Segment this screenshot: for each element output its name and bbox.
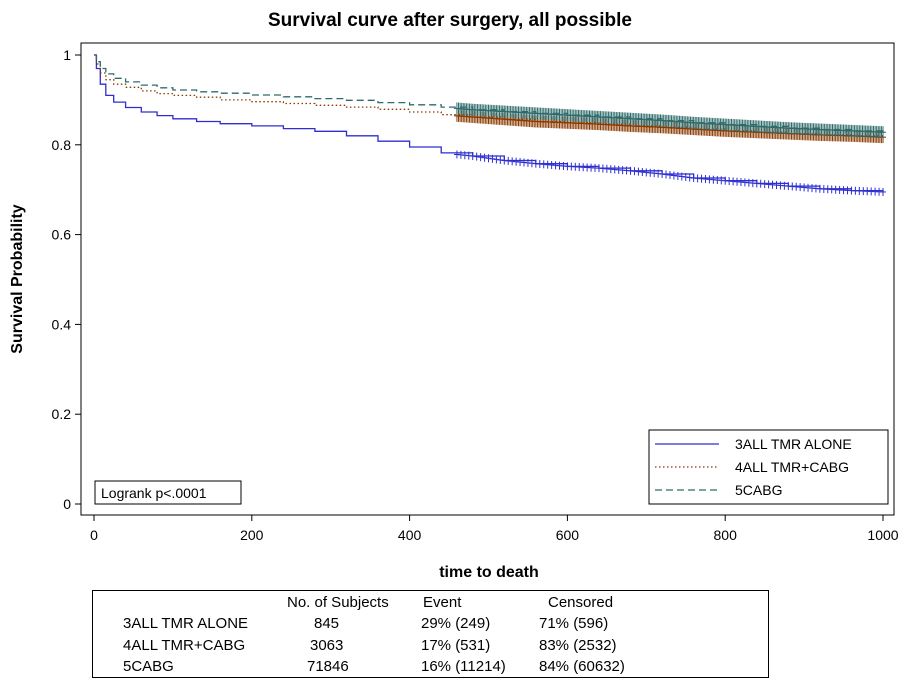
plot-frame	[80, 42, 895, 516]
summary-row-censored: 84% (60632)	[539, 658, 625, 675]
y-tick-label: 0.6	[52, 227, 72, 243]
x-tick-label: 0	[90, 527, 98, 543]
y-tick-label: 0	[63, 496, 71, 512]
summary-row-censored: 83% (2532)	[539, 637, 617, 654]
logrank-text: Logrank p<.0001	[101, 485, 207, 501]
x-axis-label: time to death	[439, 564, 539, 581]
summary-header-event: Event	[423, 594, 462, 611]
summary-row-event: 29% (249)	[421, 615, 491, 632]
x-tick-label: 400	[398, 527, 422, 543]
y-tick-label: 0.4	[52, 316, 72, 332]
summary-header-subjects: No. of Subjects	[287, 594, 389, 611]
summary-row-subjects: 845	[314, 615, 340, 632]
censor-marks	[453, 150, 886, 196]
logrank-annotation: Logrank p<.0001	[94, 480, 242, 505]
logrank-box	[94, 480, 242, 505]
legend-label: 3ALL TMR ALONE	[735, 436, 852, 452]
legend-label: 4ALL TMR+CABG	[735, 459, 849, 475]
legend-label: 5CABG	[735, 482, 782, 498]
y-tick-label: 0.8	[52, 137, 72, 153]
x-tick-label: 200	[240, 527, 264, 543]
series-line	[94, 54, 884, 138]
summary-row-censored: 71% (596)	[539, 615, 609, 632]
summary-row-subjects: 3063	[310, 637, 344, 654]
y-tick-label: 0.2	[52, 406, 72, 422]
summary-row-label: 3ALL TMR ALONE	[123, 615, 249, 632]
summary-table: No. of Subjects Event Censored 3ALL TMR …	[92, 590, 769, 678]
censor-marks	[453, 102, 886, 139]
chart-title: Survival curve after surgery, all possib…	[268, 10, 632, 31]
x-tick-label: 800	[714, 527, 738, 543]
summary-row-event: 16% (11214)	[421, 658, 506, 675]
x-tick-label: 1000	[867, 527, 898, 543]
y-tick-label: 1	[63, 47, 71, 63]
legend-box	[648, 429, 889, 505]
summary-row-label: 4ALL TMR+CABG	[123, 637, 246, 654]
legend: 3ALL TMR ALONE 4ALL TMR+CABG 5CABG	[648, 429, 889, 505]
axis-ticks: 0 200 400 600 800 1000 0 0.2 0.4 0.6 0.8 1	[52, 47, 899, 543]
series-line	[94, 54, 884, 133]
series-layer	[94, 54, 886, 196]
x-tick-label: 600	[556, 527, 580, 543]
summary-row-subjects: 71846	[307, 658, 349, 675]
summary-row-event: 17% (531)	[421, 637, 491, 654]
summary-header-censored: Censored	[548, 594, 614, 611]
y-axis-label: Survival Probability	[9, 204, 26, 353]
summary-row-label: 5CABG	[123, 658, 174, 675]
survival-chart: Survival curve after surgery, all possib…	[9, 10, 899, 581]
